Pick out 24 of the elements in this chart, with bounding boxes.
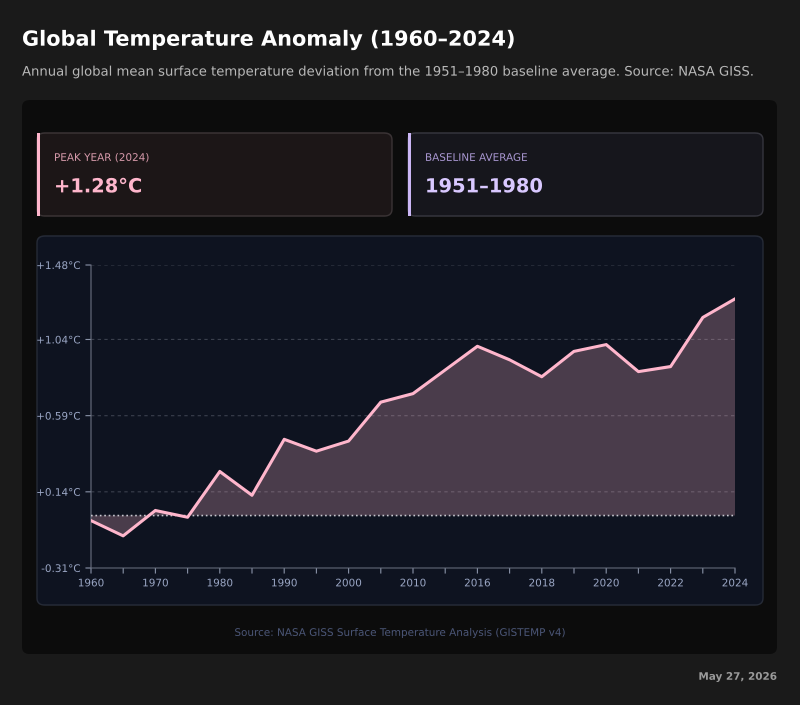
text: BASELINE AVERAGE <box>426 153 527 162</box>
x-tick-label: 2000 <box>336 578 362 586</box>
y-tick-label: +0.14°C <box>37 488 80 496</box>
x-tick-label: 2016 <box>464 578 490 586</box>
x-tick-label: 2010 <box>400 578 426 586</box>
x-tick-label: 1990 <box>272 578 297 586</box>
y-tick-label: +1.48°C <box>37 261 80 270</box>
x-tick-label: 1970 <box>143 578 168 586</box>
x-tick-label: 2022 <box>658 578 683 586</box>
chart-title: Global Temperature Anomaly (1960–2024) <box>23 30 514 50</box>
x-tick-label: 2020 <box>594 578 619 586</box>
chart-subtitle: Annual global mean surface temperature deviation from the 1951–1980 baseline average. Source: NASA GISS. <box>22 66 753 78</box>
x-tick-label: 1980 <box>208 578 232 586</box>
y-tick-label: -0.31°C <box>42 564 80 572</box>
y-tick-label: +0.59°C <box>37 412 80 420</box>
text: 1951–1980 <box>427 178 542 193</box>
source-note: Source: NASA GISS Surface Temperature Analysis (GISTEMP v4) <box>235 628 565 638</box>
text: +1.28°C <box>56 178 142 193</box>
x-tick-label: 2024 <box>722 578 748 586</box>
text: May 27, 2026 <box>699 672 776 682</box>
y-tick-label: +1.04°C <box>37 336 80 344</box>
x-tick-label: 1960 <box>78 578 104 586</box>
x-tick-label: 2018 <box>529 578 554 586</box>
text: PEAK YEAR (2024) <box>55 152 148 162</box>
